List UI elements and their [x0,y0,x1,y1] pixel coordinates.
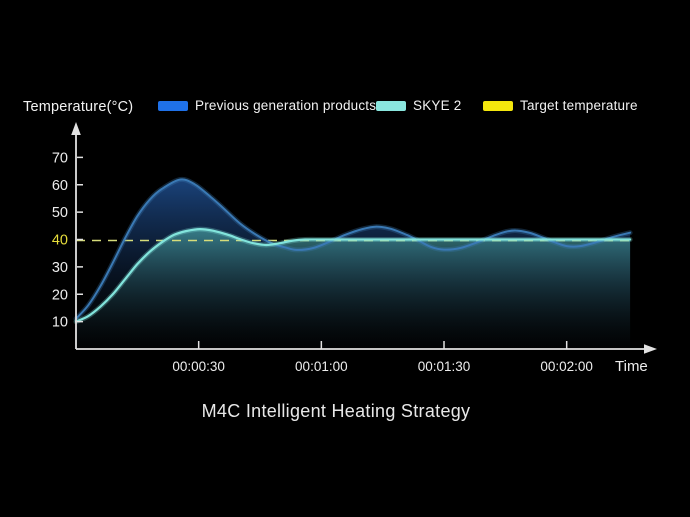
legend-swatch-skye2-icon [376,100,406,111]
legend-label-skye2: SKYE 2 [413,98,462,113]
legend-label-previous-generation: Previous generation products [195,98,377,113]
time-axis-label: Time [615,358,648,375]
legend-label-target-temperature: Target temperature [520,98,638,113]
x-tick-label: 00:02:00 [540,359,593,374]
x-tick-label: 00:00:30 [172,359,225,374]
y-tick-label: 70 [52,150,68,166]
chart-title: M4C Intelligent Heating Strategy [201,401,471,421]
skye2-area [76,229,631,349]
y-tick-label: 20 [52,287,68,303]
legend-item-skye2: SKYE 2 [376,98,462,113]
y-tick-label: 10 [52,315,68,331]
y-tick-label: 50 [52,205,68,221]
skye2-line [74,227,632,323]
legend-swatch-previous-generation-icon [158,100,188,111]
legend-item-target-temperature: Target temperature [483,98,638,113]
x-axis-arrow-icon [644,344,657,354]
y-axis-title: Temperature(°C) [23,99,134,115]
y-tick-label: 40 [52,233,68,249]
legend-item-previous-generation: Previous generation products [158,98,377,113]
y-tick-label: 60 [52,178,68,194]
x-tick-label: 00:01:30 [418,359,471,374]
legend-swatch-target-temperature-icon [483,100,513,111]
y-tick-label: 30 [52,260,68,276]
previous-gen-line [75,178,632,320]
y-axis-arrow-icon [71,122,81,135]
x-tick-label: 00:01:00 [295,359,348,374]
